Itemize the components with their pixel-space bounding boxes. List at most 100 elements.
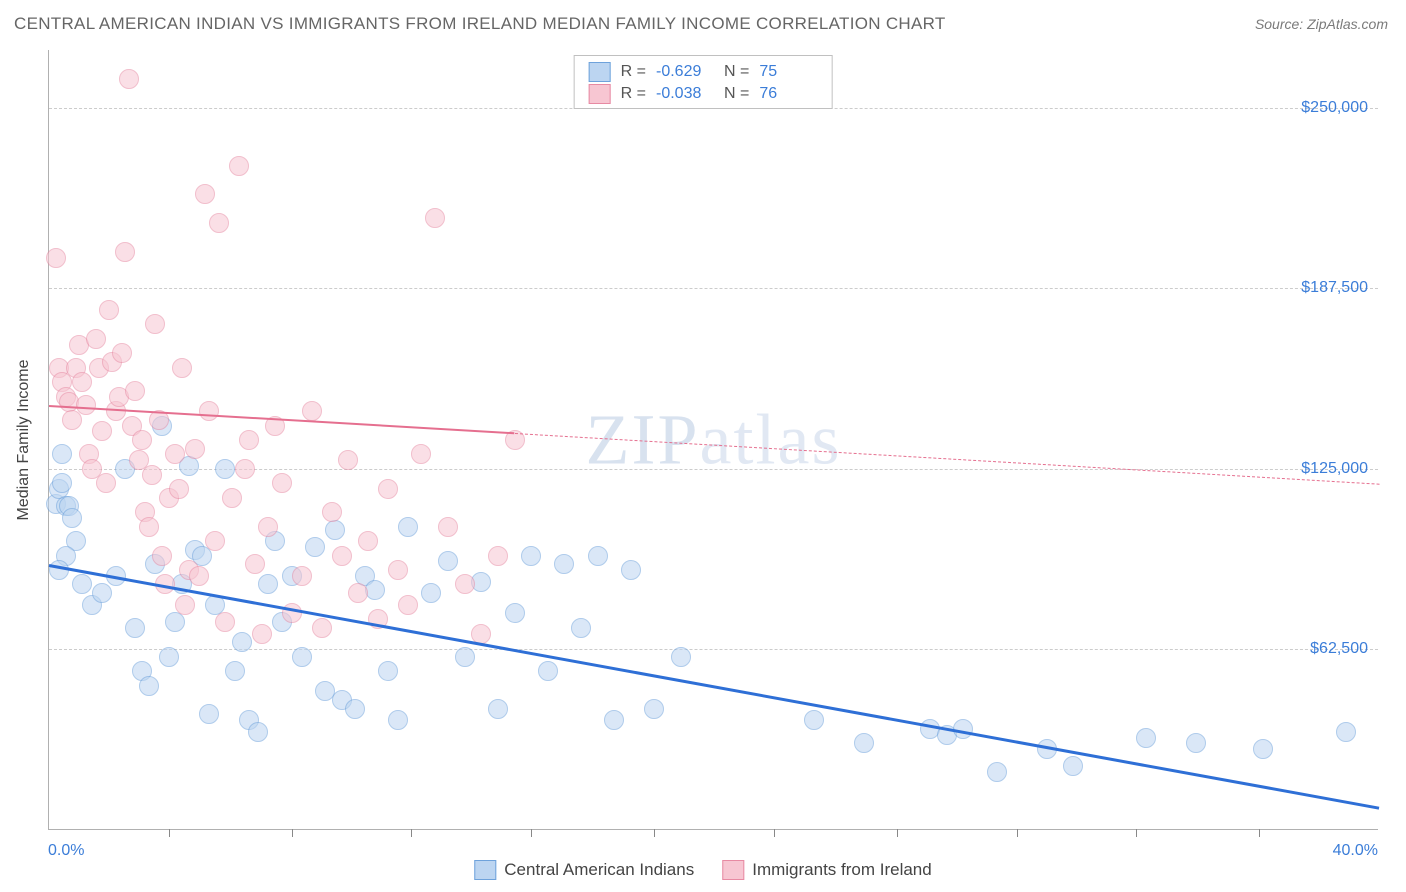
- legend-n-label: N =: [724, 85, 749, 103]
- legend-swatch: [589, 84, 611, 104]
- data-point: [99, 300, 119, 320]
- data-point: [302, 401, 322, 421]
- x-tick: [654, 829, 655, 837]
- data-point: [172, 358, 192, 378]
- data-point: [411, 444, 431, 464]
- data-point: [305, 537, 325, 557]
- trend-line: [49, 564, 1380, 810]
- data-point: [358, 531, 378, 551]
- data-point: [209, 213, 229, 233]
- data-point: [312, 618, 332, 638]
- data-point: [1253, 739, 1273, 759]
- correlation-chart: CENTRAL AMERICAN INDIAN VS IMMIGRANTS FR…: [0, 0, 1406, 892]
- plot-area: ZIPatlas $62,500$125,000$187,500$250,000: [48, 50, 1378, 830]
- data-point: [671, 647, 691, 667]
- data-point: [245, 554, 265, 574]
- data-point: [325, 520, 345, 540]
- data-point: [505, 603, 525, 623]
- data-point: [115, 242, 135, 262]
- data-point: [96, 473, 116, 493]
- data-point: [471, 624, 491, 644]
- x-tick: [411, 829, 412, 837]
- data-point: [588, 546, 608, 566]
- y-tick-label: $250,000: [1301, 99, 1368, 117]
- data-point: [1136, 728, 1156, 748]
- data-point: [76, 395, 96, 415]
- data-point: [62, 508, 82, 528]
- data-point: [112, 343, 132, 363]
- data-point: [169, 479, 189, 499]
- data-point: [142, 465, 162, 485]
- data-point: [421, 583, 441, 603]
- data-point: [1336, 722, 1356, 742]
- data-point: [189, 566, 209, 586]
- data-point: [185, 439, 205, 459]
- data-point: [139, 676, 159, 696]
- data-point: [119, 69, 139, 89]
- data-point: [125, 618, 145, 638]
- data-point: [229, 156, 249, 176]
- data-point: [235, 459, 255, 479]
- legend-swatch: [474, 860, 496, 880]
- legend-n-label: N =: [724, 63, 749, 81]
- x-tick: [1017, 829, 1018, 837]
- data-point: [604, 710, 624, 730]
- legend-series: Central American IndiansImmigrants from …: [474, 860, 931, 880]
- legend-swatch: [589, 62, 611, 82]
- data-point: [199, 704, 219, 724]
- data-point: [1186, 733, 1206, 753]
- data-point: [488, 546, 508, 566]
- data-point: [854, 733, 874, 753]
- data-point: [52, 444, 72, 464]
- legend-series-item: Immigrants from Ireland: [722, 860, 932, 880]
- data-point: [248, 722, 268, 742]
- x-tick: [774, 829, 775, 837]
- data-point: [292, 647, 312, 667]
- data-point: [195, 184, 215, 204]
- data-point: [455, 574, 475, 594]
- data-point: [215, 612, 235, 632]
- chart-title: CENTRAL AMERICAN INDIAN VS IMMIGRANTS FR…: [14, 14, 946, 34]
- data-point: [455, 647, 475, 667]
- data-point: [538, 661, 558, 681]
- data-point: [86, 329, 106, 349]
- data-point: [292, 566, 312, 586]
- data-point: [488, 699, 508, 719]
- data-point: [222, 488, 242, 508]
- data-point: [258, 517, 278, 537]
- legend-n-value: 76: [759, 85, 817, 103]
- chart-source: Source: ZipAtlas.com: [1255, 16, 1388, 32]
- data-point: [425, 208, 445, 228]
- data-point: [165, 612, 185, 632]
- data-point: [72, 574, 92, 594]
- data-point: [388, 710, 408, 730]
- x-tick: [531, 829, 532, 837]
- data-point: [388, 560, 408, 580]
- legend-r-value: -0.629: [656, 63, 714, 81]
- legend-r-label: R =: [621, 85, 646, 103]
- legend-series-label: Immigrants from Ireland: [752, 860, 932, 880]
- legend-n-value: 75: [759, 63, 817, 81]
- gridline: [49, 288, 1378, 289]
- legend-stats: R = -0.629 N = 75 R = -0.038 N = 76: [574, 55, 833, 109]
- x-tick: [169, 829, 170, 837]
- data-point: [554, 554, 574, 574]
- data-point: [987, 762, 1007, 782]
- data-point: [145, 314, 165, 334]
- data-point: [521, 546, 541, 566]
- data-point: [46, 248, 66, 268]
- legend-r-value: -0.038: [656, 85, 714, 103]
- data-point: [92, 421, 112, 441]
- data-point: [125, 381, 145, 401]
- data-point: [378, 479, 398, 499]
- data-point: [72, 372, 92, 392]
- legend-stats-row: R = -0.038 N = 76: [589, 84, 818, 104]
- data-point: [621, 560, 641, 580]
- data-point: [272, 473, 292, 493]
- data-point: [199, 401, 219, 421]
- data-point: [205, 531, 225, 551]
- y-tick-label: $62,500: [1310, 640, 1368, 658]
- data-point: [132, 430, 152, 450]
- data-point: [159, 647, 179, 667]
- data-point: [258, 574, 278, 594]
